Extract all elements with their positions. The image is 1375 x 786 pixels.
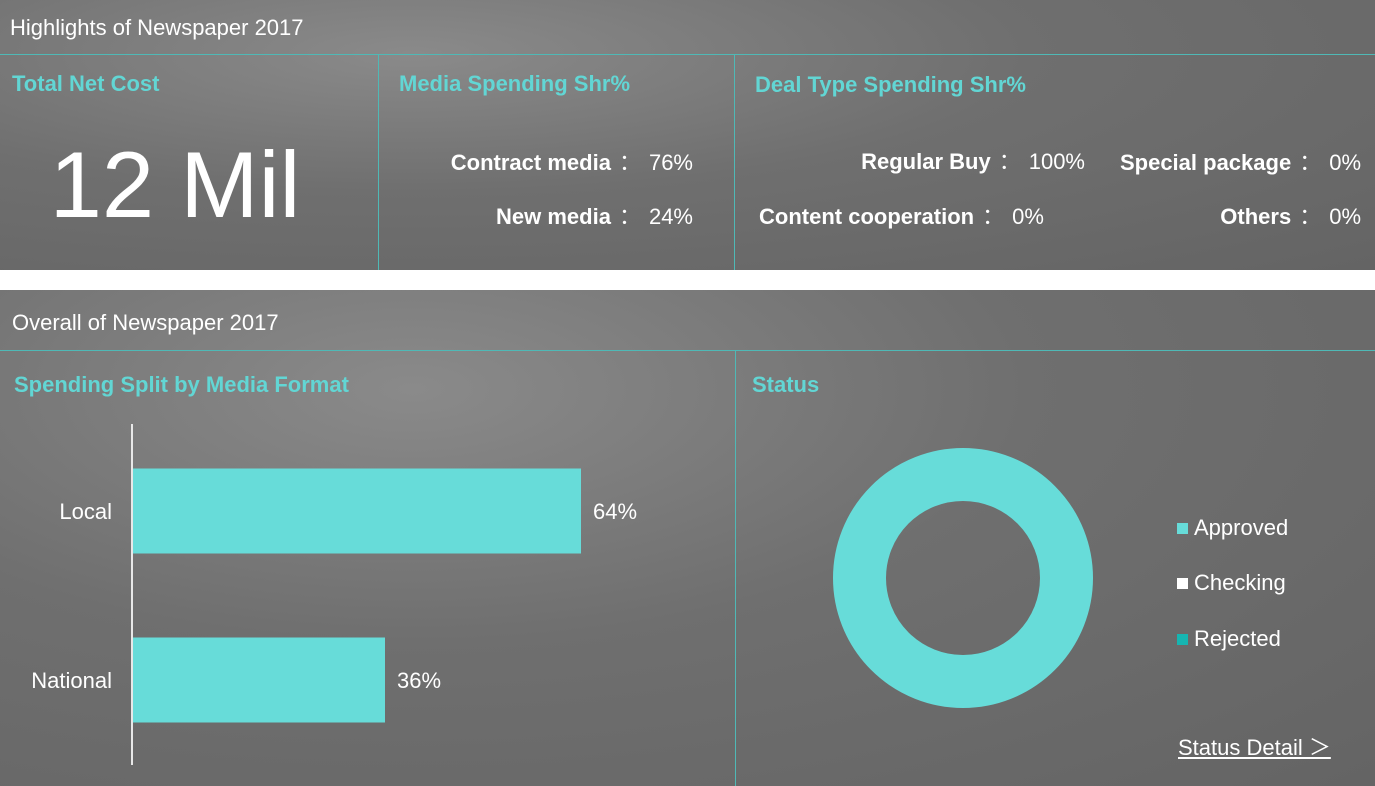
bar-national — [133, 637, 385, 723]
legend-label: Approved — [1194, 515, 1289, 540]
legend-swatch — [1177, 523, 1188, 534]
legend-label: Checking — [1194, 570, 1286, 595]
overall-header: Overall of Newspaper 2017 — [0, 290, 1375, 351]
data-label: 36% — [397, 668, 441, 693]
media-spending-value: 76% — [648, 150, 693, 175]
deal-type-value: 100% — [1028, 149, 1085, 174]
media-spending-value: 24% — [648, 204, 693, 229]
spending-split-bar-chart: Local 64% National 36% — [31, 424, 637, 765]
overall-panel: Overall of Newspaper 2017 Spending Split… — [0, 290, 1375, 786]
separator: ： — [982, 204, 1005, 229]
divider — [734, 55, 735, 270]
bar-local — [133, 468, 581, 554]
deal-type-value: 0% — [1329, 150, 1361, 175]
donut-slice-approved — [833, 448, 1093, 708]
deal-type-row: Others ： 0% — [1220, 199, 1361, 231]
separator: ： — [1299, 204, 1322, 229]
media-spending-title: Media Spending Shr% — [399, 71, 631, 96]
deal-type-row: Regular Buy ： 100% — [861, 144, 1085, 176]
highlights-header: Highlights of Newspaper 2017 — [0, 0, 1375, 55]
status-detail-link[interactable]: Status Detail ＞ — [1178, 735, 1331, 760]
data-label: 64% — [593, 499, 637, 524]
category-label: Local — [59, 499, 112, 524]
category-label: National — [31, 668, 112, 693]
separator: ： — [618, 150, 641, 175]
separator: ： — [1299, 150, 1322, 175]
total-net-cost-value: 12 Mil — [49, 132, 301, 237]
spending-split-title: Spending Split by Media Format — [14, 372, 349, 397]
legend-swatch — [1177, 634, 1188, 645]
deal-type-row: Special package ： 0% — [1120, 145, 1361, 177]
separator: ： — [618, 204, 641, 229]
status-donut-chart — [833, 448, 1093, 708]
legend-item-rejected: Rejected — [1177, 626, 1281, 652]
deal-type-label: Content cooperation — [759, 204, 975, 229]
deal-type-row: Content cooperation ： 0% — [759, 199, 1044, 231]
deal-type-value: 0% — [1012, 204, 1044, 229]
deal-type-value: 0% — [1329, 204, 1361, 229]
divider — [378, 55, 379, 270]
legend-item-checking: Checking — [1177, 570, 1286, 596]
media-spending-row: Contract media ： 76% — [451, 145, 693, 177]
legend-label: Rejected — [1194, 626, 1281, 651]
deal-type-label: Others — [1220, 204, 1292, 229]
media-spending-row: New media ： 24% — [496, 199, 693, 231]
separator: ： — [998, 149, 1021, 174]
media-spending-label: New media — [496, 204, 611, 229]
total-net-cost-title: Total Net Cost — [12, 71, 160, 96]
highlights-panel: Highlights of Newspaper 2017 Total Net C… — [0, 0, 1375, 270]
legend-swatch — [1177, 578, 1188, 589]
deal-type-label: Regular Buy — [861, 149, 991, 174]
status-title: Status — [752, 372, 820, 397]
deal-type-label: Special package — [1119, 150, 1292, 175]
deal-type-spending-title: Deal Type Spending Shr% — [755, 72, 1026, 97]
legend-item-approved: Approved — [1177, 515, 1288, 541]
media-spending-label: Contract media — [450, 150, 611, 175]
divider — [735, 351, 736, 786]
